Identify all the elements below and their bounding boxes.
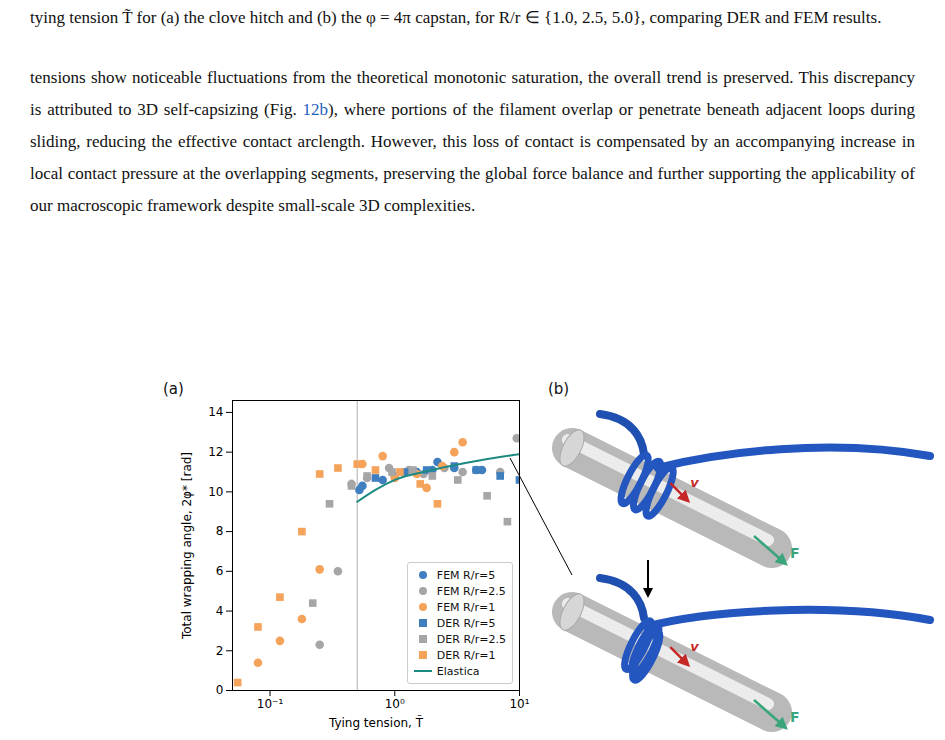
html-text:DER R/r=5: DER R/r=5: [436, 616, 496, 630]
svg-text:12: 12: [208, 445, 223, 459]
html-text:FEM R/r=5: FEM R/r=5: [436, 568, 496, 582]
html-text:DER R/r=1: DER R/r=1: [436, 648, 496, 662]
svg-text:10: 10: [208, 485, 223, 499]
html-text:tying tension T̃ for (a) the c: tying tension T̃ for (a) the clove hitch…: [30, 8, 882, 27]
svg-text:v: v: [690, 475, 699, 490]
svg-text:Tying tension, T̃: Tying tension, T̃: [328, 715, 424, 729]
html-text:Elastica: Elastica: [436, 664, 480, 678]
svg-text:10⁻¹: 10⁻¹: [257, 697, 284, 711]
svg-text:v: v: [690, 639, 699, 654]
html-text:(a): (a): [163, 380, 184, 398]
svg-text:F: F: [790, 709, 800, 725]
svg-text:10⁰: 10⁰: [385, 697, 405, 711]
svg-text:8: 8: [216, 524, 224, 538]
svg-text:Total wrapping angle, 2φ* [rad: Total wrapping angle, 2φ* [rad]: [180, 452, 194, 640]
svg-text:6: 6: [216, 564, 224, 578]
svg-text:F: F: [790, 545, 800, 561]
svg-text:14: 14: [208, 405, 223, 419]
svg-text:2: 2: [216, 644, 224, 658]
html-text:DER R/r=2.5: DER R/r=2.5: [436, 632, 506, 646]
html-text:(b): (b): [548, 380, 570, 398]
svg-text:10¹: 10¹: [509, 697, 529, 711]
svg-text:4: 4: [216, 604, 224, 618]
svg-text:0: 0: [216, 683, 224, 697]
html-text:FEM R/r=2.5: FEM R/r=2.5: [436, 584, 506, 598]
html-text:FEM R/r=1: FEM R/r=1: [436, 600, 496, 614]
html-text:tensions show noticeable fluct: tensions show noticeable fluctuations fr…: [30, 68, 915, 215]
